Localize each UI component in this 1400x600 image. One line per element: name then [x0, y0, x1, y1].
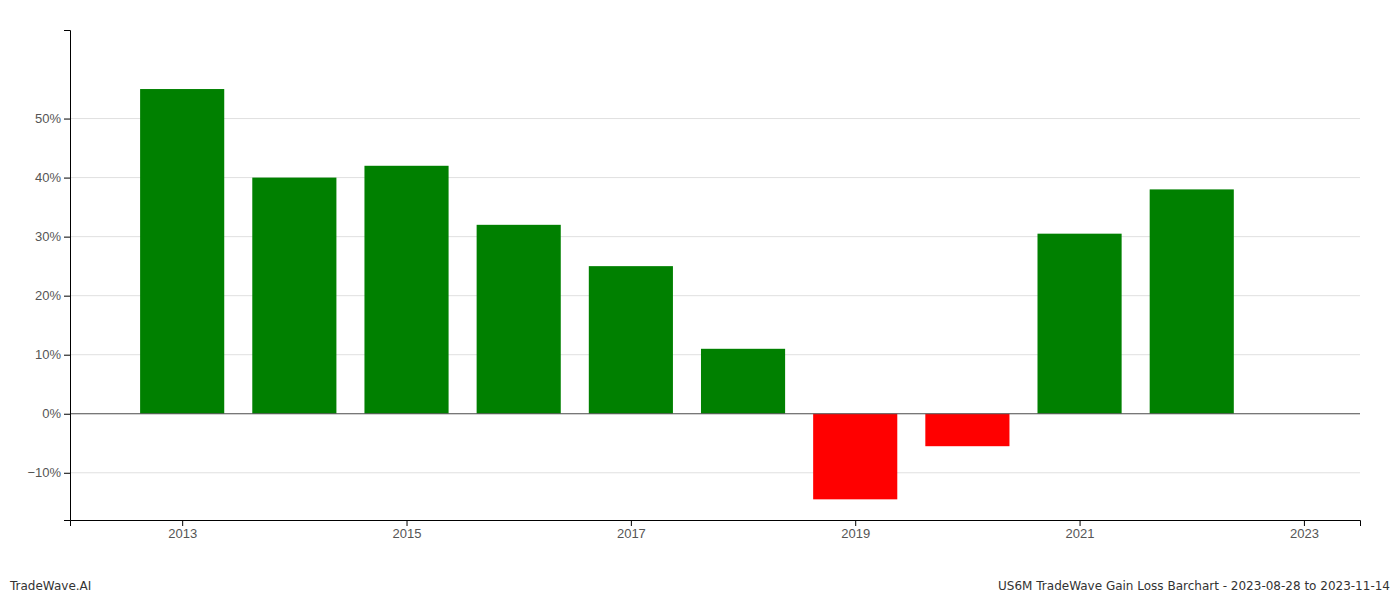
- y-tick-label: 10%: [35, 347, 61, 362]
- y-axis-line: [64, 31, 71, 521]
- x-tick-mark: [182, 520, 183, 526]
- bars: [140, 89, 1234, 499]
- x-tick: 2021: [1066, 520, 1095, 541]
- zero-line: [70, 413, 1360, 414]
- y-tick-label: 20%: [35, 288, 61, 303]
- y-tick-mark: [64, 414, 70, 415]
- y-tick-mark: [64, 473, 70, 474]
- y-tick-mark: [64, 119, 70, 120]
- y-tick-label: −10%: [27, 465, 61, 480]
- x-tick: 2015: [393, 520, 422, 541]
- bar: [140, 89, 224, 414]
- grid-line: [70, 118, 1360, 119]
- x-tick-label: 2013: [168, 526, 197, 541]
- x-tick-mark: [1080, 520, 1081, 526]
- y-tick-label: 0%: [42, 406, 61, 421]
- x-tick-label: 2021: [1066, 526, 1095, 541]
- y-tick-mark: [64, 355, 70, 356]
- y-tick: 50%: [35, 111, 70, 126]
- y-tick-mark: [64, 237, 70, 238]
- bar: [701, 349, 785, 414]
- y-tick: 10%: [35, 347, 70, 362]
- y-tick: 30%: [35, 229, 70, 244]
- y-tick-mark: [64, 296, 70, 297]
- x-tick-label: 2023: [1290, 526, 1319, 541]
- x-tick-label: 2019: [841, 526, 870, 541]
- y-tick-label: 40%: [35, 170, 61, 185]
- x-axis: 2013 2015 2017 2019 2021 2023: [71, 520, 1361, 541]
- grid: [70, 119, 1360, 473]
- y-tick: 20%: [35, 288, 70, 303]
- x-tick: 2017: [617, 520, 646, 541]
- x-axis-line: [71, 521, 1361, 527]
- bar: [477, 225, 561, 414]
- x-tick: 2019: [841, 520, 870, 541]
- bar: [925, 414, 1009, 446]
- x-tick: 2023: [1290, 520, 1319, 541]
- footer-right: US6M TradeWave Gain Loss Barchart - 2023…: [998, 579, 1390, 593]
- chart: 2013 2015 2017 2019 2021 2023 −10% 0% 10% 20% 30% 4…: [0, 0, 1400, 600]
- bar: [1038, 234, 1122, 414]
- bar: [589, 266, 673, 414]
- footer-left: TradeWave.AI: [9, 579, 91, 593]
- footer: TradeWave.AI US6M TradeWave Gain Loss Bar…: [9, 579, 1390, 593]
- x-tick-mark: [855, 520, 856, 526]
- y-tick-label: 50%: [35, 111, 61, 126]
- bar: [813, 414, 897, 500]
- y-tick-label: 30%: [35, 229, 61, 244]
- grid-line: [70, 472, 1360, 473]
- x-tick-label: 2015: [393, 526, 422, 541]
- y-tick-mark: [64, 178, 70, 179]
- y-tick: 0%: [42, 406, 70, 421]
- bar: [364, 166, 448, 414]
- x-tick-mark: [407, 520, 408, 526]
- y-tick: −10%: [27, 465, 70, 480]
- x-tick-mark: [631, 520, 632, 526]
- x-tick-label: 2017: [617, 526, 646, 541]
- x-tick: 2013: [168, 520, 197, 541]
- grid-line: [70, 413, 1360, 414]
- y-tick: 40%: [35, 170, 70, 185]
- x-tick-mark: [1304, 520, 1305, 526]
- bar: [252, 178, 336, 414]
- bar: [1150, 189, 1234, 413]
- y-axis: −10% 0% 10% 20% 30% 40% 50%: [27, 31, 70, 521]
